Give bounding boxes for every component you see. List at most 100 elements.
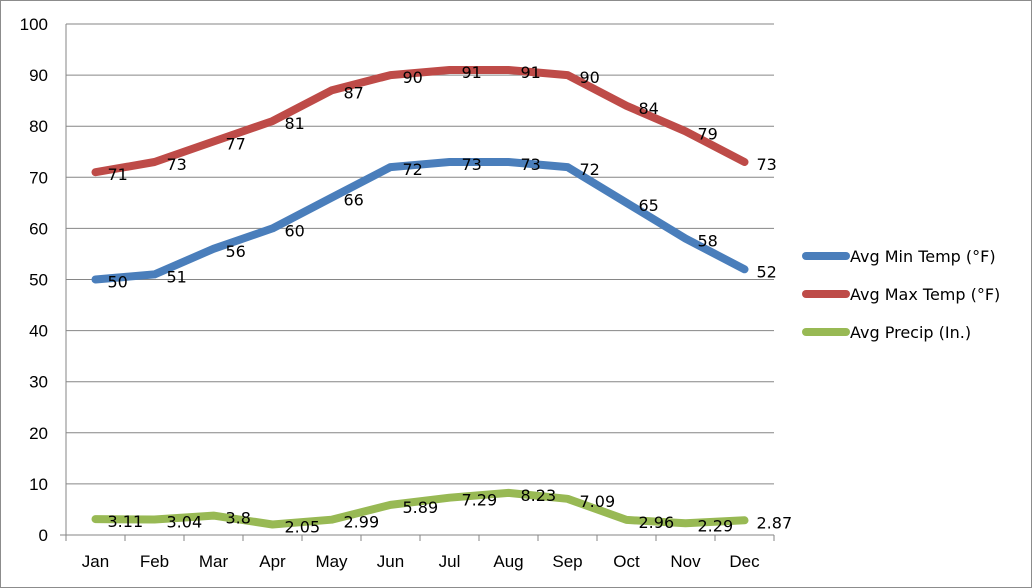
data-label: 79 [698, 124, 718, 143]
series-line-1 [91, 66, 749, 177]
data-label: 56 [226, 242, 246, 261]
y-tick-label: 60 [29, 219, 48, 238]
data-point [744, 519, 745, 521]
data-point [331, 519, 332, 521]
data-point [626, 105, 627, 107]
x-tick-label: Jan [82, 552, 109, 571]
data-label: 51 [167, 267, 187, 286]
data-label: 77 [226, 135, 246, 154]
data-labels: 50 51 56 60 66 72 73 73 72 65 58 52 71 73 77 81 87 90 91 91… [108, 63, 793, 537]
data-point [567, 166, 568, 168]
data-label: 90 [580, 68, 600, 87]
data-label: 73 [462, 155, 482, 174]
x-tick-label: Oct [613, 552, 640, 571]
data-point [272, 120, 273, 122]
data-point [508, 492, 509, 494]
data-label: 66 [344, 191, 364, 210]
data-label: 91 [521, 63, 541, 82]
data-label: 2.87 [757, 513, 793, 532]
data-point [508, 161, 509, 163]
x-tick-label: Mar [199, 552, 229, 571]
data-point [213, 515, 214, 517]
axes: 0 10 20 30 40 50 60 70 80 90 100 Jan Feb Mar Apr May Jun… [20, 15, 775, 571]
data-point [685, 522, 686, 524]
y-tick-label: 30 [29, 373, 48, 392]
gridlines [66, 23, 774, 485]
data-label: 52 [757, 262, 777, 281]
data-point [390, 504, 391, 506]
x-tick-label: Feb [140, 552, 169, 571]
x-tick-label: May [315, 552, 348, 571]
data-label: 2.99 [344, 513, 380, 532]
data-point [95, 279, 96, 280]
data-label: 2.05 [285, 518, 321, 537]
data-point [744, 268, 745, 270]
y-tick-label: 40 [29, 322, 48, 341]
legend-entry: Avg Precip (In.) [850, 323, 971, 342]
data-point [154, 518, 155, 520]
data-label: 81 [285, 114, 305, 133]
data-label: 90 [403, 68, 423, 87]
data-label: 73 [167, 155, 187, 174]
data-label: 71 [108, 165, 128, 184]
data-point [272, 227, 273, 229]
data-point [567, 498, 568, 500]
data-label: 3.8 [226, 509, 251, 528]
x-tick-label: Jul [439, 552, 461, 571]
data-point [390, 74, 391, 76]
data-label: 3.11 [108, 512, 144, 531]
data-label: 50 [108, 273, 128, 292]
data-point [272, 524, 273, 526]
y-tick-label: 90 [29, 66, 48, 85]
x-tick-label: Dec [729, 552, 760, 571]
data-point [154, 273, 155, 275]
data-label: 7.29 [462, 491, 498, 510]
x-tick-label: Aug [493, 552, 523, 571]
data-label: 5.89 [403, 498, 439, 517]
data-label: 72 [403, 160, 423, 179]
x-tick-label: Apr [259, 552, 286, 571]
y-tick-label: 100 [20, 15, 48, 34]
data-point [331, 89, 332, 91]
data-point [449, 69, 450, 71]
data-label: 2.96 [639, 513, 675, 532]
series-lines [91, 66, 749, 529]
data-point [95, 518, 96, 520]
data-label: 73 [757, 155, 777, 174]
data-point [626, 202, 627, 204]
data-label: 60 [285, 221, 305, 240]
data-label: 8.23 [521, 486, 557, 505]
y-tick-label: 80 [29, 117, 48, 136]
legend-entry: Avg Max Temp (°F) [850, 285, 1000, 304]
data-label: 87 [344, 83, 364, 102]
legend: Avg Min Temp (°F) Avg Max Temp (°F) Avg Pr… [802, 247, 1000, 342]
y-tick-label: 10 [29, 475, 48, 494]
data-point [95, 171, 96, 173]
series-line-2 [91, 488, 749, 529]
x-tick-label: Nov [670, 552, 701, 571]
data-label: 72 [580, 160, 600, 179]
data-label: 3.04 [167, 512, 203, 531]
data-label: 73 [521, 155, 541, 174]
data-label: 58 [698, 232, 718, 251]
data-point [213, 141, 214, 143]
data-point [449, 497, 450, 499]
y-tick-label: 0 [39, 526, 48, 545]
data-label: 65 [639, 196, 659, 215]
y-tick-label: 50 [29, 271, 48, 290]
data-point [685, 238, 686, 240]
data-label: 84 [639, 99, 659, 118]
data-point [744, 161, 745, 163]
data-label: 7.09 [580, 492, 616, 511]
data-label: 91 [462, 63, 482, 82]
y-tick-label: 70 [29, 168, 48, 187]
data-point [331, 197, 332, 199]
x-tick-label: Jun [377, 552, 404, 571]
data-label: 2.29 [698, 516, 734, 535]
data-point [449, 161, 450, 163]
x-tick-label: Sep [552, 552, 582, 571]
data-point [685, 130, 686, 132]
data-point [567, 74, 568, 76]
series-line-0 [91, 158, 749, 284]
